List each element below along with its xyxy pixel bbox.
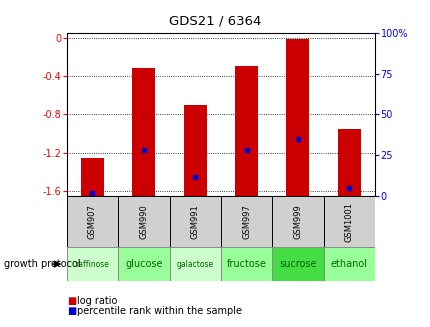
Bar: [272, 196, 323, 247]
Bar: [118, 247, 169, 281]
Bar: [323, 247, 374, 281]
Text: sucrose: sucrose: [279, 259, 316, 269]
Text: GSM991: GSM991: [190, 204, 199, 239]
Bar: [67, 196, 118, 247]
Text: ethanol: ethanol: [330, 259, 367, 269]
Text: GSM907: GSM907: [88, 204, 97, 239]
Bar: [183, 105, 206, 196]
Text: galactose: galactose: [176, 260, 213, 268]
Bar: [272, 247, 323, 281]
Bar: [234, 66, 258, 196]
Text: GSM990: GSM990: [139, 204, 148, 239]
Text: GDS21 / 6364: GDS21 / 6364: [169, 15, 261, 28]
Bar: [221, 247, 272, 281]
Bar: [286, 40, 309, 196]
Bar: [81, 158, 104, 196]
Bar: [118, 196, 169, 247]
Bar: [132, 68, 155, 196]
Bar: [323, 196, 374, 247]
Bar: [169, 247, 220, 281]
Text: growth protocol: growth protocol: [4, 259, 81, 269]
Text: percentile rank within the sample: percentile rank within the sample: [77, 306, 241, 316]
Bar: [169, 196, 220, 247]
Text: ■: ■: [67, 296, 76, 306]
Text: fructose: fructose: [226, 259, 266, 269]
Text: GSM997: GSM997: [242, 204, 251, 239]
Text: ■: ■: [67, 306, 76, 316]
Text: GSM999: GSM999: [293, 204, 302, 239]
Bar: [337, 129, 360, 196]
Text: log ratio: log ratio: [77, 296, 117, 306]
Bar: [221, 196, 272, 247]
Text: raffinose: raffinose: [75, 260, 109, 268]
Text: glucose: glucose: [125, 259, 162, 269]
Text: GSM1001: GSM1001: [344, 201, 353, 242]
Bar: [67, 247, 118, 281]
